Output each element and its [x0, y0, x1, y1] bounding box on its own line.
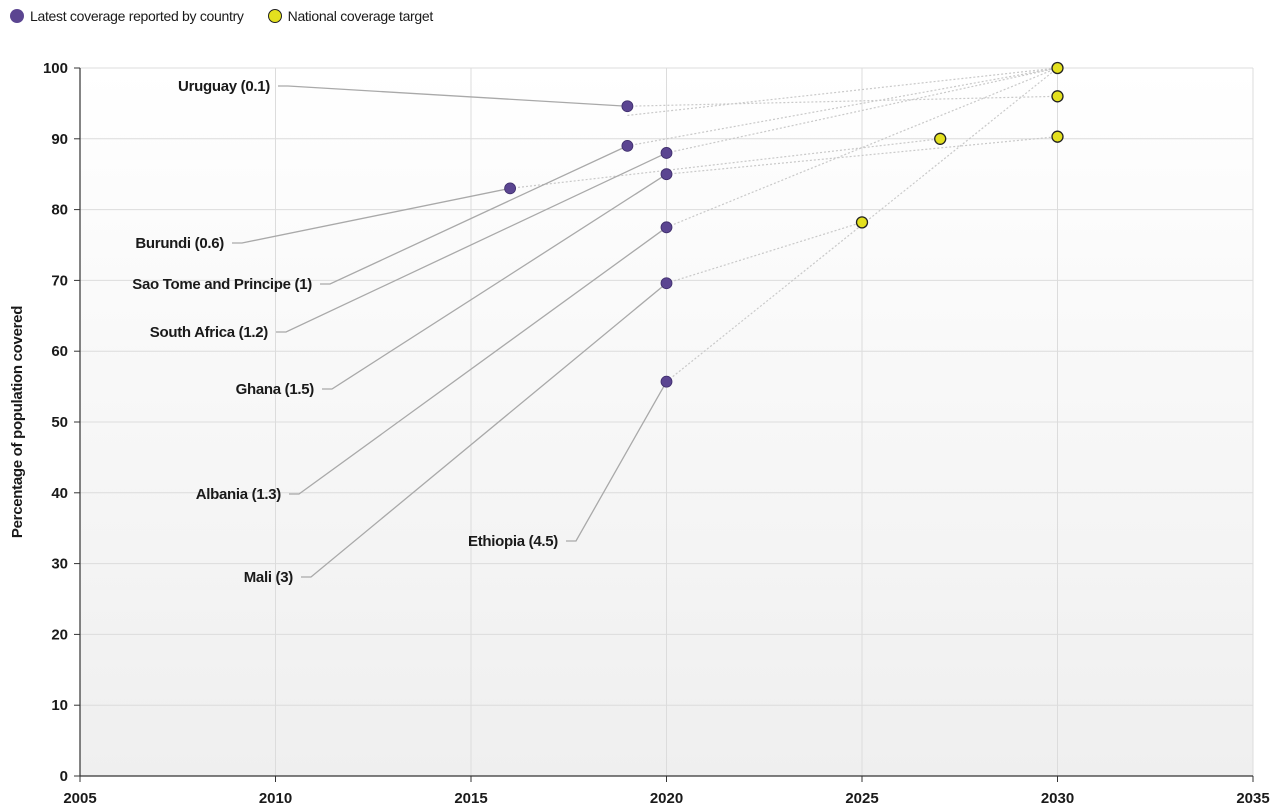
x-tick-label: 2005: [63, 790, 96, 807]
y-tick-label: 30: [51, 556, 68, 573]
latest-point: [660, 375, 673, 388]
target-point: [855, 216, 869, 229]
label-leader-line: [320, 145, 628, 285]
label-leader-line: [566, 381, 668, 542]
legend-marker-target-icon: [267, 9, 282, 23]
label-leader-line: [301, 282, 667, 578]
latest-point: [660, 147, 673, 159]
y-tick-label: 10: [51, 697, 68, 714]
y-tick-label: 60: [51, 343, 68, 360]
y-tick-label: 40: [51, 485, 68, 502]
country-label: Mali (3): [244, 569, 294, 586]
y-tick-label: 50: [51, 414, 68, 431]
legend-label-latest: Latest coverage reported by country: [30, 8, 244, 24]
x-tick-label: 2025: [845, 790, 878, 807]
y-tick-label: 0: [60, 768, 68, 785]
target-connection-line: [666, 136, 1058, 175]
legend: Latest coverage reported by country Nati…: [10, 8, 457, 24]
target-point: [1051, 130, 1064, 143]
y-tick-label: 70: [51, 272, 68, 289]
country-labels: Uruguay (0.1) Burundi (0.6) Sao Tome and P…: [132, 78, 558, 586]
latest-point: [660, 168, 673, 181]
country-label: South Africa (1.2): [150, 324, 269, 341]
target-connection-line: [510, 138, 941, 189]
x-tick-label: 2020: [650, 790, 683, 807]
legend-item-target: National coverage target: [267, 8, 434, 24]
y-tick-label: 20: [51, 626, 68, 643]
target-connection-line: [627, 67, 1058, 147]
target-point: [1051, 90, 1064, 103]
legend-item-latest: Latest coverage reported by country: [10, 8, 244, 24]
x-tick-label: 2030: [1041, 790, 1074, 807]
label-leader-line: [278, 85, 628, 107]
y-tick-label: 100: [43, 60, 68, 77]
target-connection-line: [627, 67, 1058, 117]
country-label: Sao Tome and Principe (1): [132, 276, 312, 293]
data-points: [504, 61, 1064, 388]
y-axis-title: Percentage of population covered: [9, 306, 26, 538]
x-tick-label: 2015: [454, 790, 487, 807]
label-leader-line: [289, 226, 667, 495]
label-leader-line: [232, 187, 511, 244]
country-label: Ghana (1.5): [236, 381, 315, 398]
country-label: Uruguay (0.1): [178, 78, 270, 95]
y-tick-label: 90: [51, 131, 68, 148]
target-point: [934, 132, 947, 145]
latest-point: [660, 221, 673, 234]
country-label: Albania (1.3): [196, 486, 282, 503]
country-label: Burundi (0.6): [135, 235, 224, 252]
target-connection-line: [666, 67, 1058, 154]
latest-point: [504, 182, 517, 195]
latest-point: [660, 277, 673, 290]
target-connection-line: [666, 67, 1058, 383]
legend-marker-latest-icon: [10, 9, 24, 23]
x-tick-label: 2010: [259, 790, 292, 807]
legend-label-target: National coverage target: [287, 8, 434, 24]
x-tick-label: 2035: [1236, 790, 1269, 807]
label-leader-line: [276, 152, 667, 333]
y-tick-label: 80: [51, 202, 68, 219]
label-leader-lines: [232, 85, 668, 578]
target-connections: [510, 67, 1058, 383]
country-label: Ethiopia (4.5): [468, 533, 558, 550]
label-leader-line: [322, 173, 667, 390]
latest-point: [621, 100, 634, 113]
latest-point: [621, 139, 634, 152]
target-point: [1051, 61, 1064, 75]
